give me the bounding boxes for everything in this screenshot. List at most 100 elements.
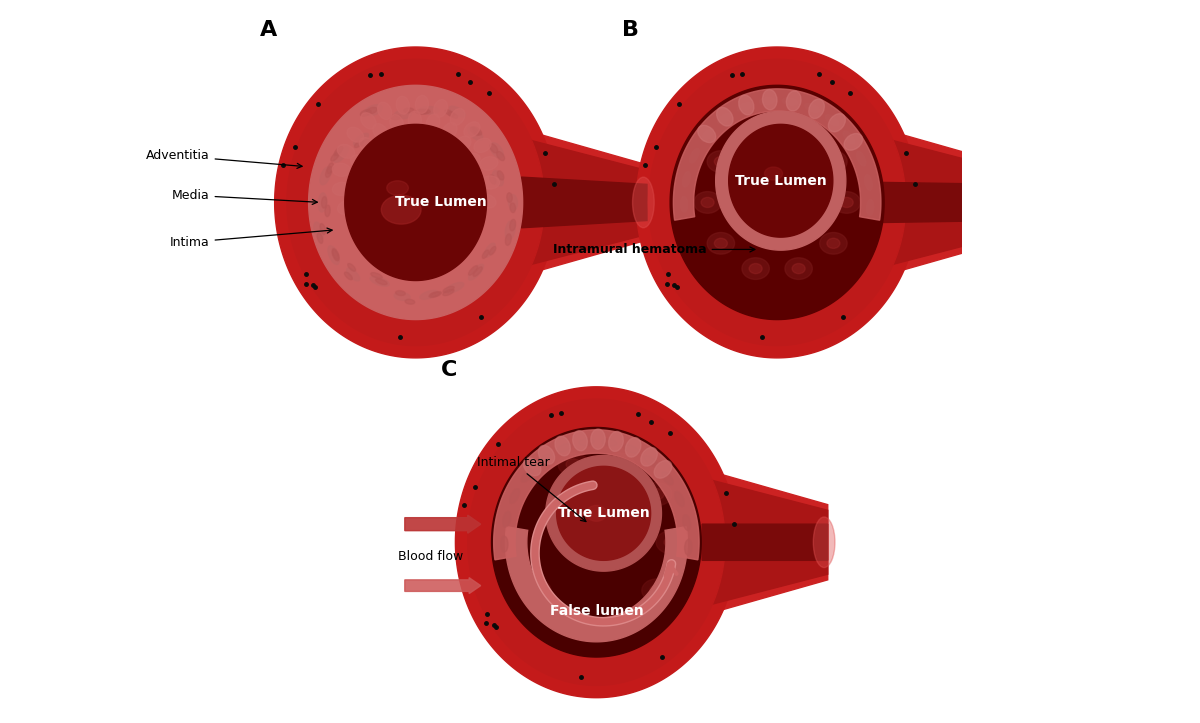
Ellipse shape [325, 205, 330, 217]
Ellipse shape [578, 438, 594, 446]
Ellipse shape [538, 454, 551, 465]
Ellipse shape [445, 110, 455, 116]
Ellipse shape [697, 125, 715, 142]
Ellipse shape [468, 127, 482, 140]
Ellipse shape [371, 273, 383, 278]
Ellipse shape [365, 165, 383, 178]
Ellipse shape [557, 443, 572, 452]
Polygon shape [702, 469, 828, 615]
Ellipse shape [434, 137, 449, 153]
Ellipse shape [707, 150, 734, 172]
Ellipse shape [402, 128, 415, 146]
Text: Adventitia: Adventitia [146, 150, 302, 168]
Ellipse shape [785, 126, 812, 147]
Ellipse shape [373, 124, 388, 140]
Ellipse shape [334, 146, 343, 155]
Ellipse shape [365, 105, 383, 116]
Ellipse shape [428, 292, 440, 297]
Ellipse shape [419, 106, 439, 114]
Ellipse shape [337, 145, 355, 158]
Text: B: B [622, 20, 638, 40]
Ellipse shape [470, 127, 480, 135]
Ellipse shape [455, 136, 470, 151]
Polygon shape [702, 478, 828, 607]
Ellipse shape [497, 171, 504, 180]
Ellipse shape [701, 197, 714, 208]
Text: Intimal tear: Intimal tear [478, 456, 586, 521]
Ellipse shape [449, 106, 466, 117]
Ellipse shape [749, 263, 762, 273]
Polygon shape [636, 47, 918, 358]
Ellipse shape [462, 153, 480, 167]
Ellipse shape [394, 292, 410, 301]
Ellipse shape [509, 194, 517, 210]
Ellipse shape [680, 196, 688, 212]
Ellipse shape [760, 98, 775, 105]
Ellipse shape [408, 111, 421, 129]
Ellipse shape [318, 193, 326, 212]
Text: A: A [260, 20, 277, 40]
Ellipse shape [466, 171, 484, 184]
Ellipse shape [840, 197, 853, 208]
Ellipse shape [683, 515, 690, 531]
Ellipse shape [331, 152, 340, 161]
Ellipse shape [664, 536, 678, 548]
Ellipse shape [792, 132, 805, 142]
Ellipse shape [474, 138, 491, 153]
Ellipse shape [365, 182, 383, 196]
Polygon shape [468, 399, 725, 685]
Ellipse shape [714, 239, 727, 249]
Ellipse shape [348, 174, 366, 187]
Ellipse shape [528, 585, 544, 596]
Ellipse shape [479, 194, 496, 208]
Ellipse shape [372, 148, 389, 163]
Ellipse shape [505, 221, 515, 240]
Ellipse shape [320, 223, 325, 234]
Ellipse shape [539, 445, 554, 464]
Ellipse shape [674, 492, 684, 506]
Ellipse shape [449, 168, 467, 181]
Ellipse shape [782, 98, 798, 106]
Ellipse shape [641, 448, 658, 466]
Ellipse shape [322, 197, 326, 208]
Ellipse shape [522, 469, 533, 482]
Ellipse shape [445, 283, 464, 293]
Ellipse shape [354, 133, 368, 145]
Ellipse shape [702, 129, 713, 142]
Ellipse shape [473, 127, 481, 135]
Polygon shape [308, 85, 523, 320]
Ellipse shape [521, 579, 551, 602]
Ellipse shape [463, 189, 481, 203]
Polygon shape [702, 524, 828, 560]
Ellipse shape [396, 96, 409, 114]
Ellipse shape [348, 263, 355, 271]
Ellipse shape [433, 100, 448, 117]
Ellipse shape [395, 111, 412, 119]
Text: True Lumen: True Lumen [558, 506, 649, 521]
Ellipse shape [382, 195, 421, 224]
Ellipse shape [376, 279, 388, 285]
Ellipse shape [827, 156, 840, 166]
Ellipse shape [739, 95, 754, 115]
Ellipse shape [490, 175, 496, 184]
Ellipse shape [642, 579, 672, 602]
Ellipse shape [661, 471, 673, 484]
Ellipse shape [313, 222, 323, 240]
Ellipse shape [612, 615, 626, 625]
Ellipse shape [482, 250, 488, 258]
Ellipse shape [497, 152, 504, 161]
Ellipse shape [418, 109, 431, 114]
Ellipse shape [742, 126, 769, 147]
Ellipse shape [762, 90, 776, 110]
Ellipse shape [431, 291, 442, 297]
Text: Intima: Intima [170, 228, 332, 249]
Ellipse shape [694, 192, 721, 213]
Polygon shape [287, 59, 545, 346]
Ellipse shape [347, 127, 364, 142]
Ellipse shape [350, 155, 368, 168]
Ellipse shape [444, 150, 461, 165]
Ellipse shape [510, 203, 516, 213]
Ellipse shape [468, 265, 478, 275]
Ellipse shape [320, 167, 331, 185]
Ellipse shape [361, 113, 376, 129]
